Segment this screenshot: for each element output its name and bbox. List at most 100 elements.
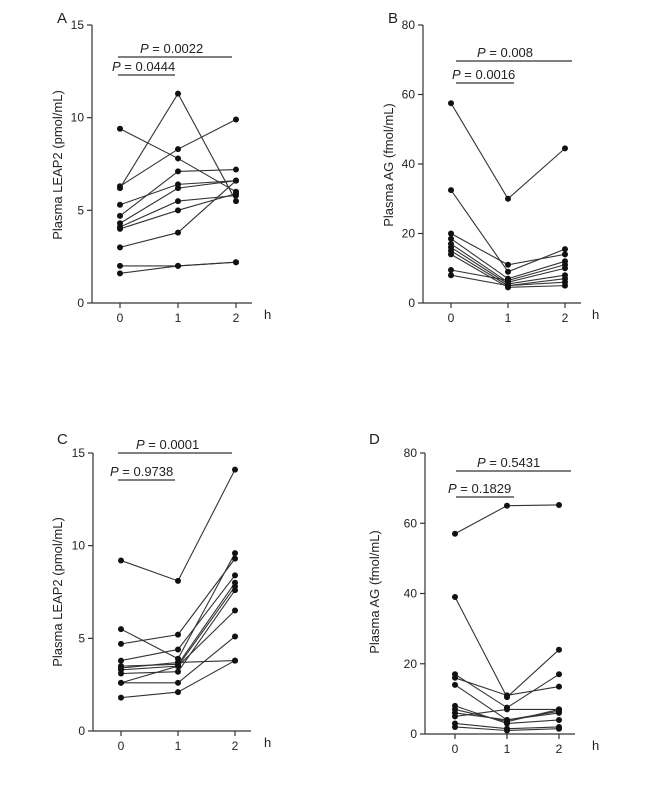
data-point <box>448 187 454 194</box>
data-point <box>562 251 568 258</box>
data-point <box>175 90 181 97</box>
data-point <box>118 679 124 686</box>
p-value-prefix: P <box>448 481 457 496</box>
x-tick-label: 1 <box>175 311 182 325</box>
data-point <box>562 145 568 152</box>
data-point <box>504 706 510 713</box>
data-point <box>556 706 562 713</box>
x-axis-label: h <box>264 307 271 322</box>
data-point <box>117 262 123 269</box>
x-axis-label: h <box>592 738 599 753</box>
series-line-3 <box>454 673 560 709</box>
data-point <box>505 195 511 202</box>
p-value-number: = 0.0022 <box>149 41 204 56</box>
series-line-1 <box>450 102 566 200</box>
y-axis-label: Plasma LEAP2 (pmol/mL) <box>50 90 65 240</box>
data-point <box>556 725 562 732</box>
p-value-label: P = 0.008 <box>477 45 533 60</box>
data-point <box>232 466 238 473</box>
data-point <box>233 198 239 205</box>
data-point <box>448 272 454 279</box>
data-point <box>117 270 123 277</box>
y-tick-label: 40 <box>402 157 416 171</box>
data-point <box>562 261 568 268</box>
panel-letter: A <box>57 10 67 27</box>
x-axis-label: h <box>264 735 271 750</box>
data-point <box>175 168 181 175</box>
data-point <box>556 671 562 678</box>
y-axis-label: Plasma AG (fmol/mL) <box>381 103 396 227</box>
data-point <box>118 694 124 701</box>
data-point <box>117 225 123 232</box>
y-tick-label: 5 <box>77 203 84 217</box>
data-point <box>448 235 454 242</box>
y-tick-label: 20 <box>402 227 416 241</box>
data-point <box>117 185 123 192</box>
data-point <box>175 577 181 584</box>
data-point <box>118 640 124 647</box>
data-point <box>233 116 239 123</box>
y-tick-label: 15 <box>71 18 85 32</box>
data-point <box>562 246 568 253</box>
data-point <box>505 277 511 284</box>
series-line-5 <box>120 582 236 667</box>
series-line-2 <box>450 189 566 273</box>
y-tick-label: 20 <box>404 657 418 671</box>
series-line-1 <box>120 469 236 582</box>
y-axis-label: Plasma LEAP2 (pmol/mL) <box>50 517 65 667</box>
data-point <box>118 626 124 633</box>
panel-letter: C <box>57 431 68 448</box>
y-tick-label: 0 <box>78 724 85 738</box>
x-tick-label: 2 <box>562 311 569 325</box>
data-point <box>505 284 511 291</box>
panel-b: B 0 20 40 60 80 0 1 2 h Plasma AG (fmol/mL) P = 0.0… <box>381 10 599 325</box>
y-tick-label: 80 <box>404 446 418 460</box>
data-point <box>556 716 562 723</box>
data-point <box>232 657 238 664</box>
data-point <box>232 607 238 614</box>
data-point <box>117 201 123 208</box>
data-point <box>175 668 181 675</box>
series-line-3 <box>450 233 566 266</box>
data-point <box>504 692 510 699</box>
y-tick-label: 10 <box>72 539 86 553</box>
data-point <box>504 727 510 734</box>
data-point <box>117 244 123 251</box>
data-point <box>175 659 181 666</box>
data-point <box>452 713 458 720</box>
data-point <box>505 268 511 275</box>
series-line-1 <box>454 504 560 535</box>
data-point <box>452 594 458 601</box>
p-value-label: P = 0.5431 <box>477 455 540 470</box>
data-point <box>175 689 181 696</box>
data-point <box>504 502 510 509</box>
data-point <box>175 679 181 686</box>
data-point <box>562 282 568 289</box>
p-value-label: P = 0.0016 <box>452 67 515 82</box>
p-value-label: P = 0.0444 <box>112 59 175 74</box>
x-tick-label: 0 <box>448 311 455 325</box>
data-point <box>233 166 239 173</box>
data-point <box>175 262 181 269</box>
p-value-label: P = 0.0022 <box>140 41 203 56</box>
data-point <box>118 657 124 664</box>
p-value-number: = 0.5431 <box>486 455 541 470</box>
series-line-3 <box>120 558 236 645</box>
data-point <box>232 633 238 640</box>
y-tick-label: 5 <box>78 631 85 645</box>
data-point <box>118 557 124 564</box>
series-line-2 <box>119 119 237 187</box>
data-point <box>556 646 562 653</box>
data-point <box>175 631 181 638</box>
data-point <box>232 550 238 557</box>
p-value-number: = 0.008 <box>486 45 533 60</box>
data-point <box>448 251 454 258</box>
panel-d: D 0 20 40 60 80 0 1 2 h Plasma AG (fmol/mL) P = 0.5… <box>367 431 599 756</box>
data-point <box>448 266 454 273</box>
data-point <box>175 207 181 214</box>
p-value-prefix: P <box>136 437 145 452</box>
data-point <box>556 683 562 690</box>
data-point <box>233 190 239 197</box>
y-tick-label: 40 <box>404 587 418 601</box>
p-value-prefix: P <box>477 455 486 470</box>
